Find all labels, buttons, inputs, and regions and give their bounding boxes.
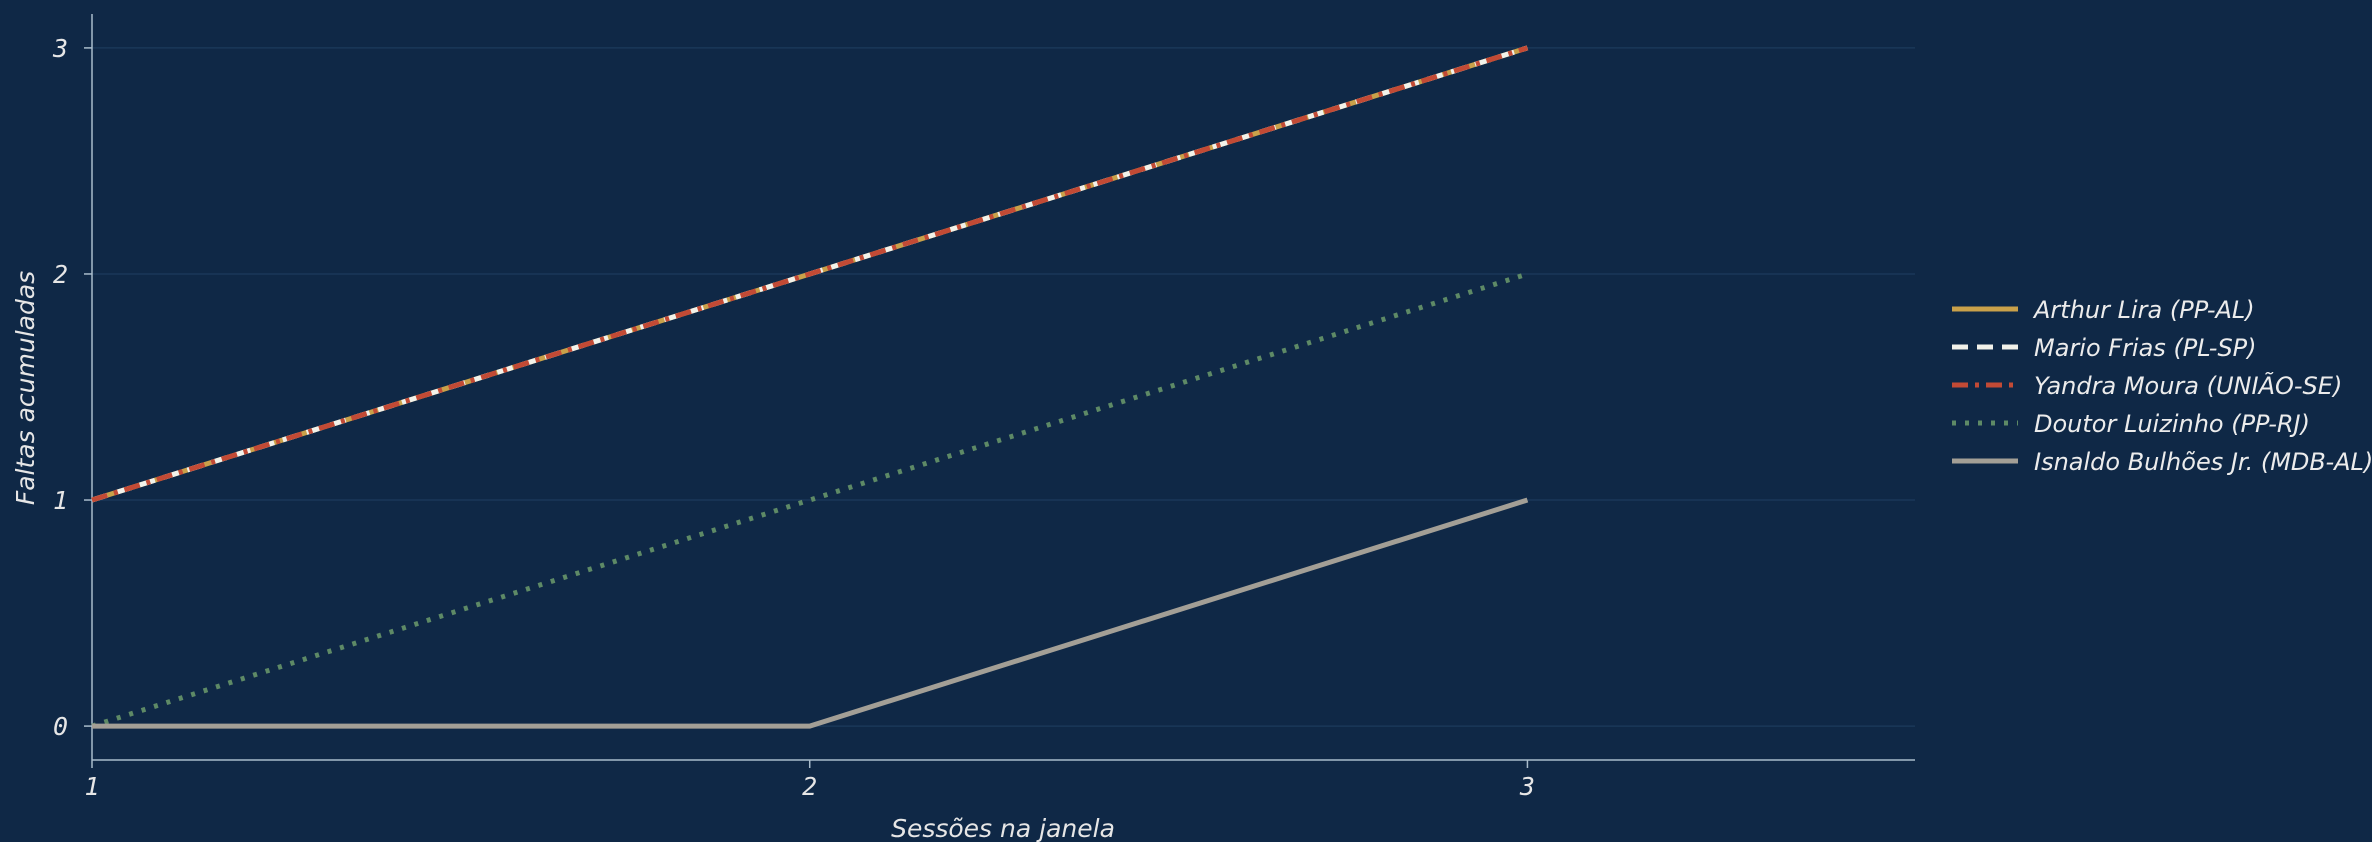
legend-label-3: Yandra Moura (UNIÃO-SE) — [2034, 370, 2342, 400]
series-line-4 — [91, 271, 1529, 729]
series-line-3 — [91, 45, 1529, 503]
y-tick-label: 2 — [53, 260, 68, 289]
x-tick-label: 1 — [84, 772, 99, 801]
series-line-5 — [92, 497, 1529, 729]
y-tick-label: 3 — [52, 34, 68, 63]
legend: Arthur Lira (PP-AL) Mario Frias (PL-SP) Ya… — [1952, 296, 2372, 476]
tick-labels: 0 1 2 3 1 2 3 — [52, 34, 1535, 801]
axes — [84, 14, 1915, 768]
x-tick-label: 3 — [1519, 772, 1535, 801]
legend-label-2: Mario Frias (PL-SP) — [2034, 334, 2257, 362]
x-tick-label: 2 — [802, 772, 817, 801]
y-tick-label: 0 — [53, 712, 68, 741]
legend-label-1: Arthur Lira (PP-AL) — [2032, 296, 2255, 324]
y-axis-title: Faltas acumuladas — [11, 271, 40, 505]
y-tick-label: 1 — [53, 486, 68, 515]
legend-label-5: Isnaldo Bulhões Jr. (MDB-AL) — [2034, 448, 2372, 476]
legend-label-4: Doutor Luizinho (PP-RJ) — [2034, 410, 2310, 438]
series-lines — [91, 45, 1529, 729]
x-axis-title: Sessões na janela — [891, 814, 1115, 842]
gridlines — [92, 47, 1915, 727]
